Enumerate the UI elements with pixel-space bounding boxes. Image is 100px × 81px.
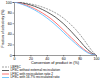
legend-swatch bbox=[2, 67, 9, 68]
x-axis-domain bbox=[15, 56, 97, 57]
y-axis-tick: 0 bbox=[10, 54, 14, 58]
y-axis-tick-mark bbox=[13, 23, 15, 24]
chart: 0 20 40 60 80 100 0 20 40 60 80 100 Conversion of pr… bbox=[0, 0, 100, 81]
x-axis-tick: 60 bbox=[62, 55, 66, 61]
y-axis-tick-label: 20 bbox=[8, 43, 12, 47]
x-axis-tick: 0 bbox=[14, 55, 16, 61]
y-axis-tick-label: 80 bbox=[8, 11, 12, 15]
y-axis-tick-label: 0 bbox=[10, 54, 12, 58]
series-line bbox=[14, 2, 96, 55]
x-axis-tick-label: 100 bbox=[94, 57, 100, 61]
y-axis-tick: 40 bbox=[8, 32, 14, 36]
x-axis-tick: 40 bbox=[45, 55, 49, 61]
y-axis-title: Fraction of selectivity (%) bbox=[1, 10, 5, 48]
y-axis-tick-mark bbox=[13, 44, 15, 45]
y-axis-tick: 60 bbox=[8, 22, 14, 26]
x-axis: 0 20 40 60 80 100 bbox=[14, 55, 100, 61]
y-axis-tick-mark bbox=[13, 34, 15, 35]
legend-label: LFSC with 16.7% recirculated ratio bbox=[11, 75, 60, 79]
y-axis-tick: 80 bbox=[8, 11, 14, 15]
x-axis-title: Conversion of product in (%) bbox=[31, 61, 80, 65]
x-axis-tick-label: 0 bbox=[14, 57, 16, 61]
y-axis-tick-mark bbox=[13, 55, 15, 56]
y-axis-tick-label: 100 bbox=[6, 1, 12, 5]
legend-swatch bbox=[2, 70, 9, 71]
x-axis-tick: 80 bbox=[78, 55, 82, 61]
series-line bbox=[14, 2, 96, 55]
series-line bbox=[14, 2, 96, 55]
y-axis-tick: 20 bbox=[8, 43, 14, 47]
series-line bbox=[14, 2, 96, 55]
x-axis-tick: 100 bbox=[94, 55, 100, 61]
legend-swatch bbox=[2, 74, 9, 75]
y-axis: 0 20 40 60 80 100 bbox=[6, 1, 15, 58]
x-axis-tick: 20 bbox=[29, 55, 33, 61]
y-axis-tick-mark bbox=[13, 2, 15, 3]
y-axis-tick-label: 60 bbox=[8, 22, 12, 26]
legend: LBFSCLFSC without external recirculation… bbox=[2, 65, 60, 80]
y-axis-domain bbox=[13, 3, 15, 56]
y-axis-tick-label: 40 bbox=[8, 32, 12, 36]
plot-area bbox=[14, 2, 96, 55]
legend-swatch bbox=[2, 77, 9, 78]
y-axis-tick: 100 bbox=[6, 1, 14, 5]
y-axis-tick-mark bbox=[13, 13, 15, 14]
legend-entry: LFSC with 16.7% recirculated ratio bbox=[2, 75, 60, 79]
